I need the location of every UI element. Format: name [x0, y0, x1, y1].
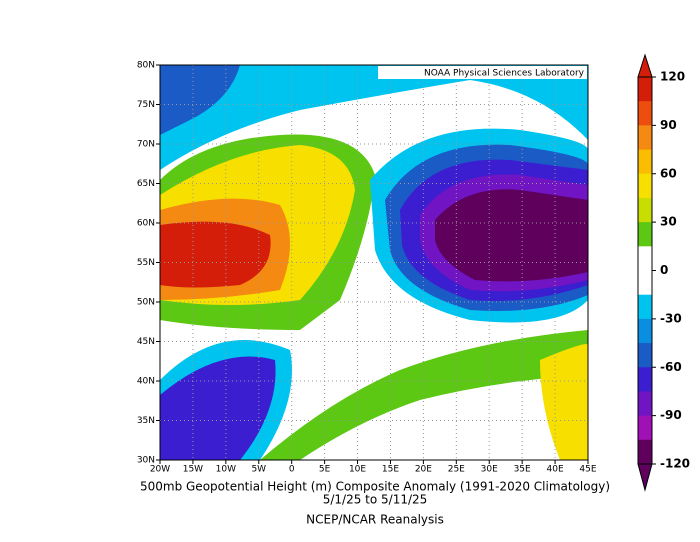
colorbar-label: -60: [660, 360, 682, 374]
colorbar-band: [638, 343, 652, 368]
lat-label: 65N: [137, 179, 155, 189]
lon-label: 15W: [183, 465, 203, 475]
lat-label: 55N: [137, 258, 155, 268]
colorbar-band: [638, 197, 652, 223]
lon-label: 10W: [216, 465, 236, 475]
colorbar-band: [638, 415, 652, 441]
lat-label: 70N: [137, 140, 155, 150]
colorbar-label: -30: [660, 311, 682, 325]
lon-label: 20W: [150, 465, 170, 475]
lon-label: 35E: [514, 465, 531, 475]
colorbar-band: [638, 367, 652, 392]
lon-label: 15E: [382, 465, 399, 475]
lat-label: 75N: [137, 100, 155, 110]
colorbar-band: [638, 77, 652, 102]
lat-label: 30N: [137, 456, 155, 466]
colorbar-label: -90: [660, 408, 682, 422]
source: NCEP/NCAR Reanalysis: [306, 513, 444, 527]
colorbar-arrow-top: [637, 53, 653, 78]
map-frame: [159, 64, 589, 461]
anomaly-field: [160, 65, 588, 460]
lat-label: 50N: [137, 298, 155, 308]
colorbar-band: [638, 222, 652, 247]
colorbar-label: 90: [660, 118, 677, 132]
colorbar-band: [638, 391, 652, 417]
colorbar-label: 0: [660, 263, 668, 277]
lat-label: 45N: [137, 337, 155, 347]
lon-label: 30E: [481, 465, 498, 475]
colorbar-arrow-bottom: [637, 463, 653, 492]
lat-label: 60N: [137, 219, 155, 229]
colorbar-band: [638, 149, 652, 175]
colorbar-label: 120: [660, 70, 685, 84]
lon-label: 40E: [547, 465, 564, 475]
colorbar-band: [638, 173, 652, 199]
credit: NOAA Physical Sciences Laboratory: [424, 69, 585, 79]
colorbar-band: [638, 318, 652, 344]
lat-label: 40N: [137, 377, 155, 387]
lon-label: 0: [289, 465, 295, 475]
lon-label: 45E: [579, 465, 596, 475]
credit-box: [378, 66, 587, 79]
dates: 5/1/25 to 5/11/25: [323, 493, 428, 507]
colorbar-band: [638, 294, 652, 320]
colorbar-label: -120: [660, 457, 690, 471]
title: 500mb Geopotential Height (m) Composite …: [140, 480, 610, 494]
lon-label: 10E: [349, 465, 366, 475]
colorbar: 120 90 60 30 0 -30 -60 -90 -120: [637, 53, 690, 492]
colorbar-label: 30: [660, 215, 677, 229]
lat-label: 35N: [137, 416, 155, 426]
lon-label: 25E: [448, 465, 465, 475]
lon-label: 20E: [415, 465, 432, 475]
lat-label: 80N: [137, 61, 155, 71]
colorbar-band: [638, 246, 652, 271]
colorbar-band: [638, 439, 652, 465]
colorbar-band: [638, 270, 652, 296]
colorbar-band: [638, 101, 652, 126]
colorbar-label: 60: [660, 166, 677, 180]
lon-label: 5W: [251, 465, 266, 475]
colorbar-band: [638, 125, 652, 151]
lon-label: 5E: [319, 465, 331, 475]
